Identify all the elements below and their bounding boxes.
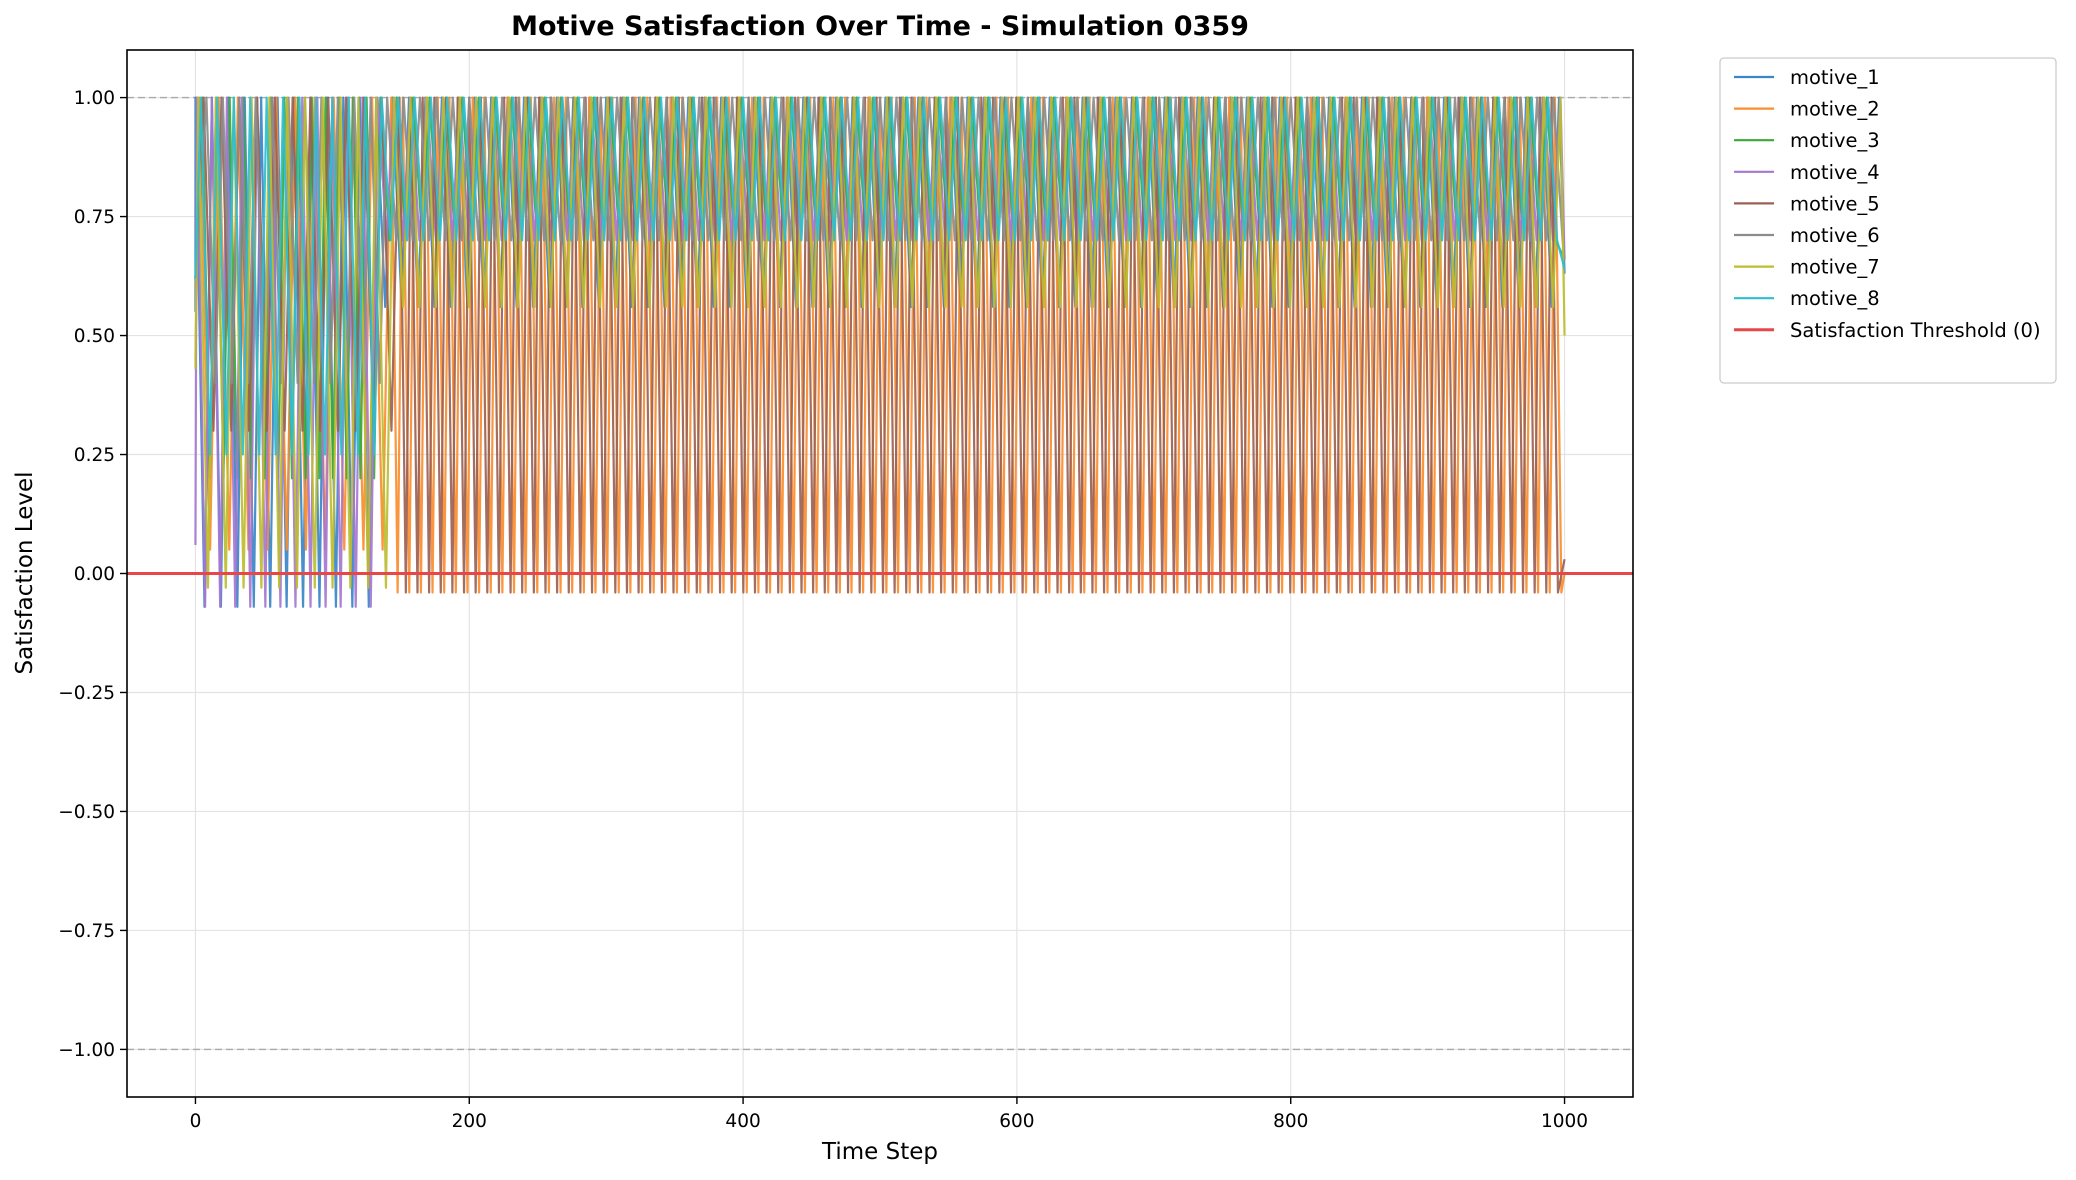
y-tick-label-8: 1.00 (74, 88, 115, 109)
y-tick-label-4: 0.00 (74, 564, 115, 585)
series-line-motive_7 (194, 96, 1566, 589)
legend-label-5: motive_6 (1790, 224, 1880, 247)
chart-title: Motive Satisfaction Over Time - Simulati… (511, 11, 1249, 42)
legend-label-2: motive_3 (1790, 129, 1880, 152)
y-tick-label-6: 0.50 (74, 326, 115, 347)
x-axis-ticks: 0 200 400 600 800 1000 (190, 1097, 1588, 1132)
y-tick-label-7: 0.75 (74, 207, 115, 228)
y-tick-label-2: −0.50 (58, 802, 115, 823)
y-axis-label: Satisfaction Level (12, 471, 38, 674)
legend-label-4: motive_5 (1790, 192, 1880, 215)
x-axis-label: Time Step (821, 1139, 938, 1165)
legend-label-0: motive_1 (1790, 66, 1880, 89)
legend-label-7: motive_8 (1790, 287, 1880, 310)
x-tick-label-2: 400 (725, 1111, 760, 1132)
y-tick-label-3: −0.25 (58, 683, 115, 704)
y-tick-label-0: −1.00 (58, 1040, 115, 1061)
x-tick-label-3: 600 (999, 1111, 1034, 1132)
legend-label-3: motive_4 (1790, 161, 1880, 184)
legend-items: motive_1 motive_2 motive_3 motive_4 motive_5… (1734, 66, 2041, 342)
x-tick-label-0: 0 (190, 1111, 202, 1132)
legend-label-6: motive_7 (1790, 256, 1880, 279)
x-tick-label-5: 1000 (1541, 1111, 1588, 1132)
series-layer (194, 96, 1566, 608)
legend-box (1719, 57, 2057, 384)
x-tick-label-1: 200 (452, 1111, 487, 1132)
y-tick-label-5: 0.25 (74, 445, 115, 466)
legend-label-1: motive_2 (1790, 98, 1880, 121)
legend: motive_1 motive_2 motive_3 motive_4 motive_5… (1719, 57, 2057, 384)
y-tick-label-1: −0.75 (58, 921, 115, 942)
series-line-motive_8 (194, 96, 1566, 456)
legend-label-8: Satisfaction Threshold (0) (1790, 319, 2041, 342)
y-axis-ticks: −1.00 −0.75 −0.50 −0.25 0.00 0.25 0.50 0.75 1.00 (58, 88, 127, 1061)
x-tick-label-4: 800 (1273, 1111, 1308, 1132)
